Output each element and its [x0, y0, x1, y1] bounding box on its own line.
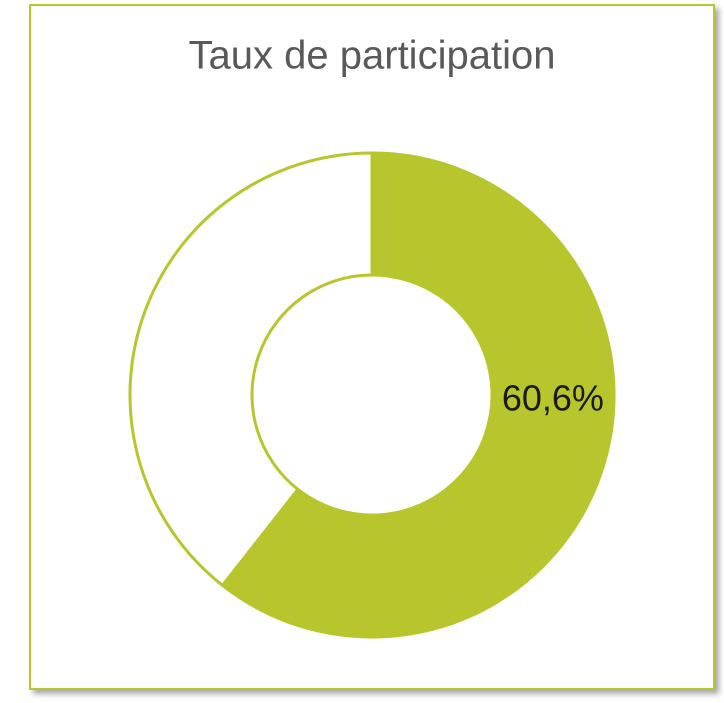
chart-title: Taux de participation [189, 34, 556, 78]
donut-slice [128, 151, 374, 588]
donut-slice [220, 151, 616, 639]
data-label: 60,6% [502, 377, 604, 418]
